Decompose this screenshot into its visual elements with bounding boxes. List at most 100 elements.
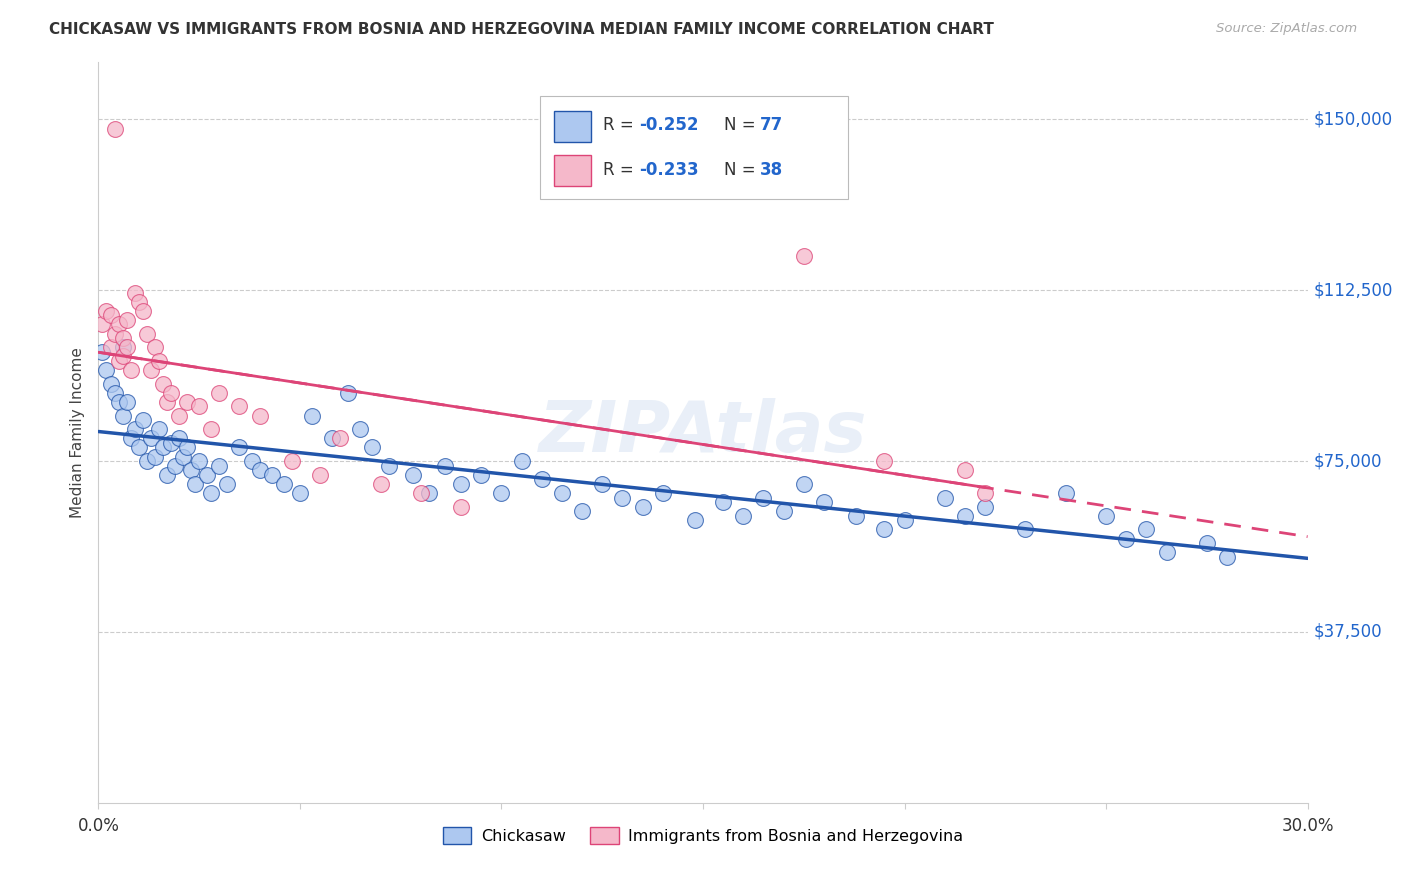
Point [163, 458, 186, 473]
Point [434, 458, 457, 473]
Point [156, 395, 179, 409]
Point [450, 476, 472, 491]
Point [176, 395, 198, 409]
Point [309, 467, 332, 482]
Point [124, 422, 146, 436]
Point [188, 454, 211, 468]
Point [845, 508, 868, 523]
Point [1054, 486, 1077, 500]
Point [100, 376, 122, 391]
Text: $150,000: $150,000 [1313, 111, 1393, 128]
Text: 38: 38 [759, 161, 783, 178]
Point [120, 431, 142, 445]
Y-axis label: Median Family Income: Median Family Income [69, 347, 84, 518]
Point [361, 441, 384, 455]
Point [156, 467, 179, 482]
Point [107, 395, 129, 409]
Point [111, 349, 134, 363]
Point [200, 486, 222, 500]
Point [377, 458, 399, 473]
Text: R =: R = [603, 116, 638, 135]
Point [1115, 532, 1137, 546]
Point [402, 467, 425, 482]
Point [120, 363, 142, 377]
Point [172, 450, 194, 464]
Point [132, 303, 155, 318]
Point [793, 476, 815, 491]
Point [321, 431, 343, 445]
Point [893, 513, 915, 527]
Point [228, 441, 250, 455]
Point [176, 441, 198, 455]
Point [128, 441, 150, 455]
Point [124, 285, 146, 300]
Point [200, 422, 222, 436]
Point [683, 513, 706, 527]
Point [217, 476, 239, 491]
Point [612, 491, 634, 505]
Point [418, 486, 440, 500]
Point [249, 409, 271, 423]
Point [160, 435, 183, 450]
Point [953, 508, 976, 523]
Point [571, 504, 593, 518]
Point [111, 409, 134, 423]
Point [103, 385, 125, 400]
Point [111, 340, 134, 354]
Text: N =: N = [724, 161, 761, 178]
Point [450, 500, 472, 514]
Point [135, 326, 157, 341]
Point [148, 354, 170, 368]
Point [115, 313, 138, 327]
Point [139, 363, 162, 377]
Point [651, 486, 673, 500]
Point [180, 463, 202, 477]
Point [591, 476, 613, 491]
Point [143, 450, 166, 464]
Point [273, 476, 295, 491]
Point [1014, 523, 1036, 537]
Point [103, 326, 125, 341]
Point [337, 385, 360, 400]
Text: $112,500: $112,500 [1313, 281, 1393, 299]
Point [510, 454, 533, 468]
Point [143, 340, 166, 354]
Point [195, 467, 218, 482]
Point [152, 376, 174, 391]
Point [167, 409, 190, 423]
Point [260, 467, 283, 482]
Point [208, 458, 231, 473]
Point [813, 495, 835, 509]
Point [470, 467, 492, 482]
Text: $37,500: $37,500 [1313, 623, 1382, 641]
Point [228, 400, 250, 414]
Point [873, 454, 896, 468]
Point [139, 431, 162, 445]
Point [1156, 545, 1178, 559]
Point [249, 463, 271, 477]
Text: -0.252: -0.252 [638, 116, 699, 135]
Point [873, 523, 896, 537]
Point [752, 491, 775, 505]
Point [793, 249, 815, 263]
Point [953, 463, 976, 477]
Point [301, 409, 323, 423]
Point [167, 431, 190, 445]
Point [551, 486, 574, 500]
Point [103, 121, 125, 136]
Text: $75,000: $75,000 [1313, 452, 1382, 470]
Point [240, 454, 263, 468]
Point [329, 431, 352, 445]
Point [733, 508, 755, 523]
Point [1216, 549, 1239, 564]
Legend: Chickasaw, Immigrants from Bosnia and Herzegovina: Chickasaw, Immigrants from Bosnia and He… [436, 821, 970, 850]
Text: CHICKASAW VS IMMIGRANTS FROM BOSNIA AND HERZEGOVINA MEDIAN FAMILY INCOME CORRELA: CHICKASAW VS IMMIGRANTS FROM BOSNIA AND … [49, 22, 994, 37]
Point [188, 400, 211, 414]
Point [409, 486, 432, 500]
Point [974, 500, 997, 514]
Text: -0.233: -0.233 [638, 161, 699, 178]
Point [96, 303, 118, 318]
Point [135, 454, 157, 468]
Bar [554, 155, 591, 186]
Point [91, 318, 114, 332]
